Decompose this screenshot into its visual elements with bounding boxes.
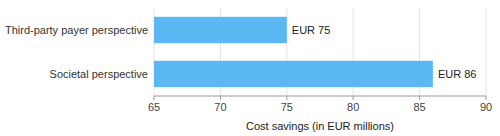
axis-line [154, 96, 486, 97]
bar [154, 17, 287, 43]
tick-label: 70 [214, 101, 226, 113]
tick-label: 75 [281, 101, 293, 113]
tick-mark [286, 96, 287, 100]
grid-line [486, 8, 487, 96]
tick-mark [419, 96, 420, 100]
tick-label: 85 [413, 101, 425, 113]
category-label: Societal perspective [50, 68, 148, 80]
grid [154, 8, 486, 96]
data-label: EUR 75 [292, 24, 331, 36]
data-label: EUR 86 [438, 68, 477, 80]
tick-label: 65 [148, 101, 160, 113]
bars [154, 17, 433, 87]
x-axis: 65 70 75 80 85 90 [148, 96, 492, 113]
tick-mark [486, 96, 487, 100]
category-label: Third-party payer perspective [5, 24, 148, 36]
tick-label: 90 [480, 101, 492, 113]
tick-mark [353, 96, 354, 100]
tick-mark [220, 96, 221, 100]
x-axis-label: Cost savings (in EUR millions) [246, 120, 394, 132]
bar [154, 61, 433, 87]
chart: Societal perspective Third-party payer pe… [0, 0, 500, 136]
tick-mark [154, 96, 155, 100]
tick-label: 80 [347, 101, 359, 113]
